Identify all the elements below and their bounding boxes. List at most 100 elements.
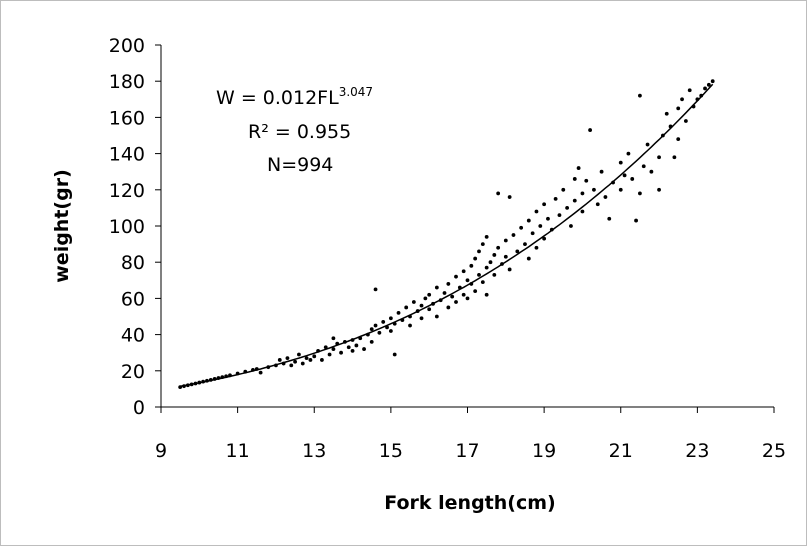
data-point (710, 79, 715, 84)
data-point (607, 216, 612, 221)
data-point (477, 249, 481, 254)
data-point (419, 316, 424, 321)
data-point (572, 198, 577, 203)
y-tick-label: 200 (109, 35, 145, 57)
data-point (411, 300, 416, 304)
data-point (450, 294, 455, 299)
data-point (373, 287, 378, 292)
data-point (618, 187, 623, 192)
data-point (534, 245, 539, 250)
data-point (381, 320, 386, 324)
data-point (507, 195, 512, 199)
data-point (434, 285, 439, 290)
y-axis-title: weight(gr) (51, 169, 73, 283)
data-point (308, 358, 313, 362)
data-point (423, 296, 428, 301)
data-point (638, 93, 642, 98)
x-axis: 9 11 13 15 17 19 21 23 25 (155, 406, 786, 462)
data-point (580, 209, 585, 214)
data-point (442, 291, 447, 295)
y-tick-label: 80 (121, 252, 145, 274)
data-point (327, 352, 332, 357)
data-point (572, 177, 577, 181)
data-point (454, 274, 458, 279)
data-point (377, 330, 382, 335)
data-point (461, 269, 466, 274)
y-tick-label: 120 (109, 180, 145, 202)
data-point (293, 359, 297, 364)
x-tick-label: 9 (155, 440, 167, 462)
data-point (538, 224, 543, 228)
data-point (657, 187, 661, 192)
data-point (469, 263, 474, 268)
data-point (434, 314, 439, 319)
data-point (346, 345, 351, 350)
data-point (595, 202, 600, 207)
data-point (304, 356, 309, 361)
data-point (427, 292, 432, 297)
data-point (477, 272, 481, 277)
data-point (492, 272, 497, 277)
data-point (645, 142, 650, 147)
data-point (569, 224, 573, 228)
data-point (641, 164, 646, 169)
data-point (484, 292, 489, 297)
x-tick-label: 13 (302, 440, 326, 462)
data-point (312, 354, 317, 359)
data-point (519, 225, 524, 230)
data-point (634, 218, 638, 223)
y-tick-label: 100 (109, 216, 145, 238)
data-point (706, 82, 711, 87)
y-tick-label: 60 (121, 288, 145, 310)
data-point (588, 128, 592, 132)
data-point (507, 267, 512, 272)
data-point (526, 256, 531, 261)
data-point (392, 352, 397, 357)
data-point (446, 282, 451, 286)
x-tick-label: 17 (455, 440, 479, 462)
data-point (580, 191, 585, 196)
data-point (373, 323, 378, 328)
data-point (703, 86, 707, 91)
data-point (618, 160, 623, 165)
data-point (503, 238, 508, 243)
data-point (354, 343, 359, 348)
data-point (592, 187, 596, 192)
data-point (683, 119, 688, 123)
equation-label: W = 0.012FL3.047 (216, 85, 373, 109)
data-point (396, 310, 401, 315)
data-point (676, 137, 681, 142)
y-tick-label: 20 (121, 361, 145, 383)
x-tick-label: 21 (609, 440, 633, 462)
data-point (542, 236, 547, 241)
data-point (461, 292, 466, 297)
data-point (622, 173, 627, 178)
data-point (530, 231, 535, 236)
y-axis: 0 20 40 60 80 100 120 140 160 180 200 (109, 35, 162, 419)
data-point (599, 169, 604, 174)
data-point (320, 358, 324, 362)
data-point (419, 303, 424, 308)
data-point (511, 233, 516, 237)
data-point (576, 166, 581, 170)
power-trendline (180, 83, 714, 388)
data-point (465, 296, 470, 301)
data-point (680, 97, 684, 102)
data-point (404, 305, 409, 310)
data-point (523, 242, 527, 247)
data-point (388, 329, 393, 333)
data-point (277, 358, 282, 362)
data-point (484, 234, 489, 239)
x-tick-label: 23 (685, 440, 709, 462)
data-point (561, 187, 566, 192)
y-tick-label: 180 (109, 71, 145, 93)
data-point (584, 178, 589, 183)
x-tick-label: 15 (379, 440, 403, 462)
data-point (542, 202, 547, 207)
data-point (676, 106, 681, 111)
data-point (408, 323, 412, 328)
x-tick-label: 19 (532, 440, 556, 462)
data-point (297, 352, 301, 357)
